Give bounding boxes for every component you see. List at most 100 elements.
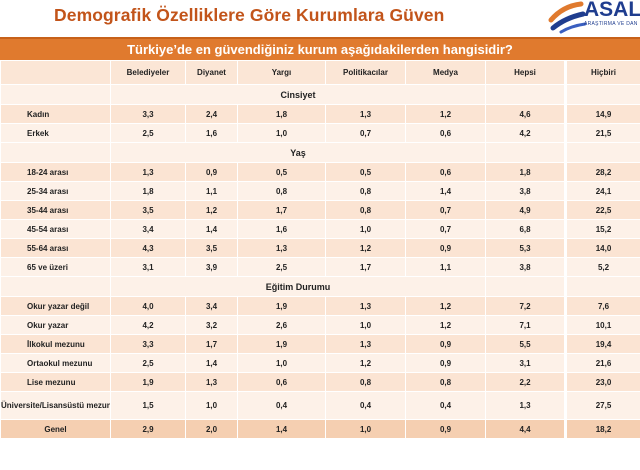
value-cell: 1,4 — [185, 219, 238, 239]
value-cell: 7,2 — [485, 296, 566, 316]
value-cell: 22,5 — [564, 200, 640, 220]
value-cell: 1,1 — [185, 181, 238, 201]
value-cell: 0,4 — [237, 391, 326, 420]
value-cell: 1,3 — [185, 372, 238, 392]
value-cell: 3,4 — [110, 219, 186, 239]
table-row: Ortaokul mezunu 2,5 1,4 1,0 1,2 0,9 3,1 21,6 — [0, 353, 640, 373]
value-cell: 0,8 — [237, 181, 326, 201]
section-title: Cinsiyet — [110, 84, 486, 105]
value-cell: 3,9 — [185, 257, 238, 277]
table-row: 45-54 arası 3,4 1,4 1,6 1,0 0,7 6,8 15,2 — [0, 219, 640, 239]
table-row: Üniversite/Lisansüstü mezunu 1,5 1,0 0,4 0,4… — [0, 391, 640, 420]
header-blank-cell — [0, 60, 111, 85]
value-cell: 0,9 — [405, 334, 486, 354]
value-cell: 0,8 — [405, 372, 486, 392]
row-label: 18-24 arası — [0, 162, 111, 182]
section-title: Yaş — [110, 142, 486, 163]
value-cell: 1,6 — [237, 219, 326, 239]
column-header: Hepsi — [485, 60, 566, 85]
column-header: Medya — [405, 60, 486, 85]
question-bar: Türkiye’de en güvendiğiniz kurum aşağıda… — [0, 37, 640, 60]
row-label: İlkokul mezunu — [0, 334, 111, 354]
value-cell: 1,2 — [185, 200, 238, 220]
section-blank-cell — [485, 84, 566, 105]
value-cell: 1,3 — [325, 104, 406, 124]
value-cell: 24,1 — [564, 181, 640, 201]
value-cell: 2,5 — [110, 353, 186, 373]
row-label: Kadın — [0, 104, 111, 124]
table-row: 35-44 arası 3,5 1,2 1,7 0,8 0,7 4,9 22,5 — [0, 200, 640, 220]
value-cell: 2,2 — [485, 372, 566, 392]
value-cell: 4,2 — [110, 315, 186, 335]
value-cell: 28,2 — [564, 162, 640, 182]
value-cell: 1,8 — [485, 162, 566, 182]
total-row: Genel 2,9 2,0 1,4 1,0 0,9 4,4 18,2 — [0, 419, 640, 439]
total-value-cell: 1,0 — [325, 419, 406, 439]
value-cell: 0,8 — [325, 181, 406, 201]
row-label: Lise mezunu — [0, 372, 111, 392]
value-cell: 15,2 — [564, 219, 640, 239]
total-value-cell: 4,4 — [485, 419, 566, 439]
row-label: 35-44 arası — [0, 200, 111, 220]
table-row: Okur yazar değil 4,0 3,4 1,9 1,3 1,2 7,2 7,6 — [0, 296, 640, 316]
row-label: Ortaokul mezunu — [0, 353, 111, 373]
value-cell: 3,4 — [185, 296, 238, 316]
logo-mark-icon — [548, 1, 587, 34]
total-value-cell: 2,0 — [185, 419, 238, 439]
value-cell: 1,3 — [485, 391, 566, 420]
row-label: 25-34 arası — [0, 181, 111, 201]
value-cell: 0,9 — [185, 162, 238, 182]
value-cell: 21,5 — [564, 123, 640, 143]
value-cell: 14,9 — [564, 104, 640, 124]
column-header: Hiçbiri — [564, 60, 640, 85]
value-cell: 3,3 — [110, 334, 186, 354]
logo-subtitle: ARAŞTIRMA VE DAN — [584, 21, 638, 27]
value-cell: 0,9 — [405, 353, 486, 373]
value-cell: 0,4 — [325, 391, 406, 420]
value-cell: 2,5 — [237, 257, 326, 277]
section-blank-cell — [0, 84, 111, 105]
table-row: Okur yazar 4,2 3,2 2,6 1,0 1,2 7,1 10,1 — [0, 315, 640, 335]
table-row: 18-24 arası 1,3 0,9 0,5 0,5 0,6 1,8 28,2 — [0, 162, 640, 182]
value-cell: 1,2 — [325, 238, 406, 258]
table-row: Lise mezunu 1,9 1,3 0,6 0,8 0,8 2,2 23,0 — [0, 372, 640, 392]
value-cell: 1,2 — [405, 315, 486, 335]
value-cell: 1,2 — [405, 104, 486, 124]
value-cell: 1,0 — [185, 391, 238, 420]
value-cell: 0,8 — [325, 200, 406, 220]
value-cell: 0,6 — [237, 372, 326, 392]
row-label: 45-54 arası — [0, 219, 111, 239]
row-label: Erkek — [0, 123, 111, 143]
value-cell: 3,8 — [485, 257, 566, 277]
value-cell: 1,3 — [325, 296, 406, 316]
value-cell: 4,9 — [485, 200, 566, 220]
value-cell: 1,0 — [325, 315, 406, 335]
value-cell: 3,5 — [110, 200, 186, 220]
section-blank-cell — [485, 276, 566, 297]
value-cell: 1,2 — [325, 353, 406, 373]
value-cell: 0,8 — [325, 372, 406, 392]
value-cell: 0,7 — [325, 123, 406, 143]
value-cell: 0,6 — [405, 123, 486, 143]
value-cell: 4,6 — [485, 104, 566, 124]
value-cell: 1,2 — [405, 296, 486, 316]
value-cell: 2,5 — [110, 123, 186, 143]
table-row: 25-34 arası 1,8 1,1 0,8 0,8 1,4 3,8 24,1 — [0, 181, 640, 201]
value-cell: 19,4 — [564, 334, 640, 354]
value-cell: 2,4 — [185, 104, 238, 124]
value-cell: 1,7 — [325, 257, 406, 277]
value-cell: 3,1 — [110, 257, 186, 277]
total-label: Genel — [0, 419, 111, 439]
total-value-cell: 18,2 — [564, 419, 640, 439]
brand-logo: ASAL ARAŞTIRMA VE DAN — [547, 0, 640, 34]
value-cell: 1,3 — [237, 238, 326, 258]
value-cell: 0,7 — [405, 219, 486, 239]
column-header: Yargı — [237, 60, 326, 85]
row-label: Okur yazar değil — [0, 296, 111, 316]
column-header: Diyanet — [185, 60, 238, 85]
value-cell: 27,5 — [564, 391, 640, 420]
total-value-cell: 1,4 — [237, 419, 326, 439]
value-cell: 0,5 — [325, 162, 406, 182]
row-label: Üniversite/Lisansüstü mezunu — [0, 391, 111, 420]
value-cell: 0,7 — [405, 200, 486, 220]
